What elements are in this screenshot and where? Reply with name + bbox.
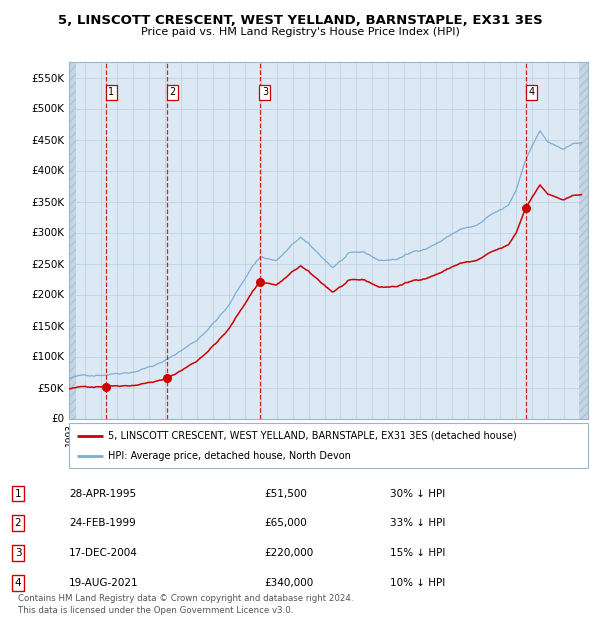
Text: 1: 1 bbox=[14, 489, 22, 498]
Text: £51,500: £51,500 bbox=[264, 489, 307, 498]
Bar bbox=[579, 62, 588, 419]
Text: 19-AUG-2021: 19-AUG-2021 bbox=[69, 578, 139, 588]
Text: 24-FEB-1999: 24-FEB-1999 bbox=[69, 518, 136, 528]
Text: 5, LINSCOTT CRESCENT, WEST YELLAND, BARNSTAPLE, EX31 3ES: 5, LINSCOTT CRESCENT, WEST YELLAND, BARN… bbox=[58, 14, 542, 27]
FancyBboxPatch shape bbox=[69, 423, 588, 468]
Text: 28-APR-1995: 28-APR-1995 bbox=[69, 489, 136, 498]
Text: Price paid vs. HM Land Registry's House Price Index (HPI): Price paid vs. HM Land Registry's House … bbox=[140, 27, 460, 37]
Text: £220,000: £220,000 bbox=[264, 548, 313, 558]
Text: 2: 2 bbox=[169, 87, 175, 97]
Text: HPI: Average price, detached house, North Devon: HPI: Average price, detached house, Nort… bbox=[108, 451, 351, 461]
Text: 3: 3 bbox=[262, 87, 268, 97]
Text: £65,000: £65,000 bbox=[264, 518, 307, 528]
Text: 1: 1 bbox=[108, 87, 114, 97]
Text: 3: 3 bbox=[14, 548, 22, 558]
Text: £340,000: £340,000 bbox=[264, 578, 313, 588]
Text: 4: 4 bbox=[14, 578, 22, 588]
Text: 30% ↓ HPI: 30% ↓ HPI bbox=[390, 489, 445, 498]
Text: 4: 4 bbox=[528, 87, 535, 97]
Text: Contains HM Land Registry data © Crown copyright and database right 2024.
This d: Contains HM Land Registry data © Crown c… bbox=[18, 594, 353, 615]
Text: 2: 2 bbox=[14, 518, 22, 528]
Text: 5, LINSCOTT CRESCENT, WEST YELLAND, BARNSTAPLE, EX31 3ES (detached house): 5, LINSCOTT CRESCENT, WEST YELLAND, BARN… bbox=[108, 430, 517, 441]
Bar bbox=[69, 62, 76, 419]
Text: 33% ↓ HPI: 33% ↓ HPI bbox=[390, 518, 445, 528]
Text: 17-DEC-2004: 17-DEC-2004 bbox=[69, 548, 138, 558]
Text: 10% ↓ HPI: 10% ↓ HPI bbox=[390, 578, 445, 588]
Text: 15% ↓ HPI: 15% ↓ HPI bbox=[390, 548, 445, 558]
